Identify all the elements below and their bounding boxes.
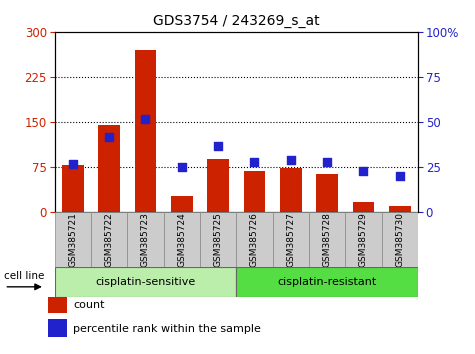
Text: GSM385730: GSM385730	[395, 212, 404, 267]
Point	[360, 168, 367, 174]
Bar	[237, 212, 273, 267]
Point	[323, 159, 331, 165]
Text: percentile rank within the sample: percentile rank within the sample	[73, 324, 261, 334]
Bar	[381, 212, 418, 267]
Point	[69, 161, 76, 166]
Bar	[237, 267, 418, 297]
Bar	[48, 296, 66, 313]
Point	[214, 143, 222, 148]
Bar	[244, 171, 266, 212]
Bar	[345, 212, 381, 267]
Text: cell line: cell line	[4, 271, 45, 281]
Bar	[62, 165, 84, 212]
Text: GSM385727: GSM385727	[286, 212, 295, 267]
Bar	[55, 212, 91, 267]
Point	[287, 157, 294, 163]
Point	[178, 164, 186, 170]
Text: cisplatin-sensitive: cisplatin-sensitive	[95, 277, 196, 287]
Point	[105, 134, 113, 139]
Text: cisplatin-resistant: cisplatin-resistant	[277, 277, 377, 287]
Text: GSM385723: GSM385723	[141, 212, 150, 267]
Bar	[316, 175, 338, 212]
Title: GDS3754 / 243269_s_at: GDS3754 / 243269_s_at	[153, 14, 320, 28]
Point	[251, 159, 258, 165]
Text: GSM385721: GSM385721	[68, 212, 77, 267]
Bar	[98, 125, 120, 212]
Text: GSM385725: GSM385725	[214, 212, 223, 267]
Bar	[163, 212, 200, 267]
Point	[396, 173, 404, 179]
Bar	[352, 201, 374, 212]
Bar	[280, 169, 302, 212]
Text: GSM385722: GSM385722	[104, 212, 114, 267]
Bar	[389, 206, 411, 212]
Text: GSM385724: GSM385724	[177, 212, 186, 267]
Text: GSM385726: GSM385726	[250, 212, 259, 267]
Bar	[48, 319, 66, 337]
Bar	[127, 212, 163, 267]
Bar	[134, 50, 156, 212]
Text: GSM385729: GSM385729	[359, 212, 368, 267]
Bar	[200, 212, 237, 267]
Bar	[171, 195, 193, 212]
Bar	[55, 267, 237, 297]
Text: GSM385728: GSM385728	[323, 212, 332, 267]
Text: count: count	[73, 300, 105, 310]
Point	[142, 116, 149, 121]
Bar	[207, 159, 229, 212]
Bar	[309, 212, 345, 267]
Bar	[273, 212, 309, 267]
Bar	[91, 212, 127, 267]
